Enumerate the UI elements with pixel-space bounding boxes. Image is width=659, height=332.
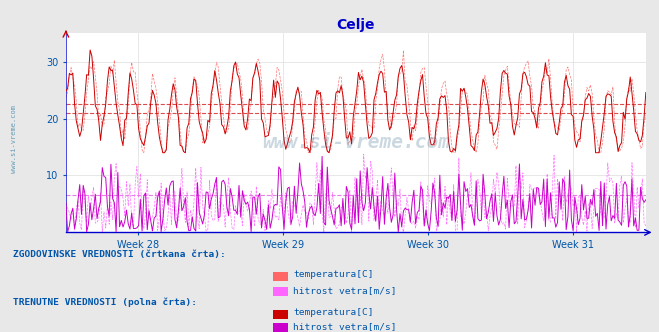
Text: www.si-vreme.com: www.si-vreme.com [11, 106, 18, 173]
Text: hitrost vetra[m/s]: hitrost vetra[m/s] [293, 286, 397, 295]
Text: hitrost vetra[m/s]: hitrost vetra[m/s] [293, 322, 397, 331]
Text: temperatura[C]: temperatura[C] [293, 270, 374, 279]
Text: ZGODOVINSKE VREDNOSTI (črtkana črta):: ZGODOVINSKE VREDNOSTI (črtkana črta): [13, 250, 226, 259]
Text: TRENUTNE VREDNOSTI (polna črta):: TRENUTNE VREDNOSTI (polna črta): [13, 298, 197, 307]
Text: www.si-vreme.com: www.si-vreme.com [262, 133, 450, 152]
Title: Celje: Celje [337, 18, 375, 32]
Text: temperatura[C]: temperatura[C] [293, 308, 374, 317]
